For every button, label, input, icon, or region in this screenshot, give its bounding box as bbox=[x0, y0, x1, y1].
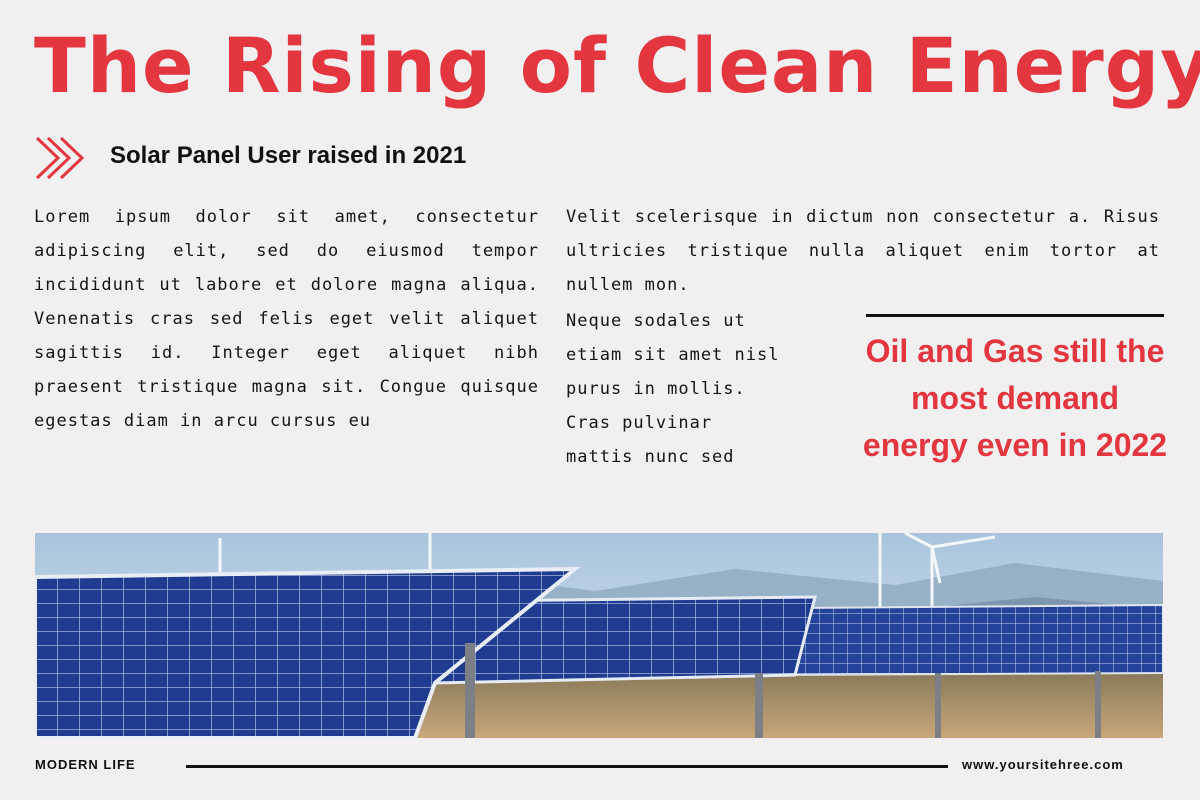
body-column-3-line: purus in mollis. bbox=[566, 379, 746, 399]
body-column-3-line: mattis nunc sed bbox=[566, 447, 735, 467]
body-column-3: Neque sodales ut etiam sit amet nisl pur… bbox=[566, 304, 856, 474]
body-column-2: Velit scelerisque in dictum non consecte… bbox=[566, 207, 1160, 295]
page-title: The Rising of Clean Energy bbox=[34, 21, 1200, 110]
callout-text: Oil and Gas still the most demand energy… bbox=[862, 333, 1168, 463]
footer-divider bbox=[186, 765, 948, 768]
solar-panels-photo bbox=[35, 533, 1163, 738]
body-column-3-line: Neque sodales ut bbox=[566, 311, 746, 331]
footer-website-link[interactable]: www.yoursitehree.com bbox=[962, 757, 1124, 772]
double-chevron-right-icon bbox=[35, 136, 85, 180]
body-column-1: Lorem ipsum dolor sit amet, consectetur … bbox=[34, 207, 539, 431]
callout-divider bbox=[866, 314, 1164, 317]
body-column-3-line: etiam sit amet nisl bbox=[566, 345, 780, 365]
footer-brand: MODERN LIFE bbox=[35, 757, 136, 772]
section-subtitle: Solar Panel User raised in 2021 bbox=[110, 142, 467, 169]
body-column-3-line: Cras pulvinar bbox=[566, 413, 713, 433]
